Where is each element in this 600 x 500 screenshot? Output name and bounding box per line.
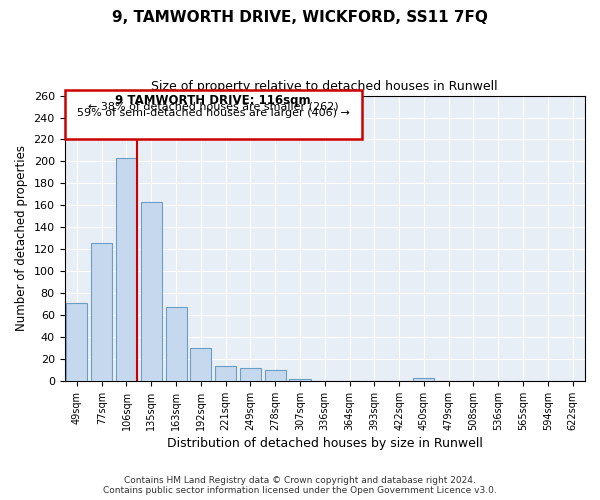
Y-axis label: Number of detached properties: Number of detached properties — [15, 146, 28, 332]
Bar — [265, 370, 286, 381]
Bar — [67, 303, 88, 381]
Text: 9, TAMWORTH DRIVE, WICKFORD, SS11 7FQ: 9, TAMWORTH DRIVE, WICKFORD, SS11 7FQ — [112, 10, 488, 25]
Bar — [289, 379, 311, 381]
Bar — [240, 368, 261, 381]
Text: ← 38% of detached houses are smaller (262): ← 38% of detached houses are smaller (26… — [88, 101, 338, 111]
Text: 9 TAMWORTH DRIVE: 116sqm: 9 TAMWORTH DRIVE: 116sqm — [115, 94, 311, 108]
FancyBboxPatch shape — [65, 90, 362, 140]
Bar — [116, 158, 137, 381]
Bar — [190, 348, 211, 381]
Bar — [91, 242, 112, 381]
Text: 59% of semi-detached houses are larger (406) →: 59% of semi-detached houses are larger (… — [77, 108, 350, 118]
Bar — [215, 366, 236, 381]
Text: Contains HM Land Registry data © Crown copyright and database right 2024.
Contai: Contains HM Land Registry data © Crown c… — [103, 476, 497, 495]
Bar — [413, 378, 434, 381]
X-axis label: Distribution of detached houses by size in Runwell: Distribution of detached houses by size … — [167, 437, 483, 450]
Bar — [166, 308, 187, 381]
Title: Size of property relative to detached houses in Runwell: Size of property relative to detached ho… — [151, 80, 498, 93]
Bar — [141, 202, 162, 381]
